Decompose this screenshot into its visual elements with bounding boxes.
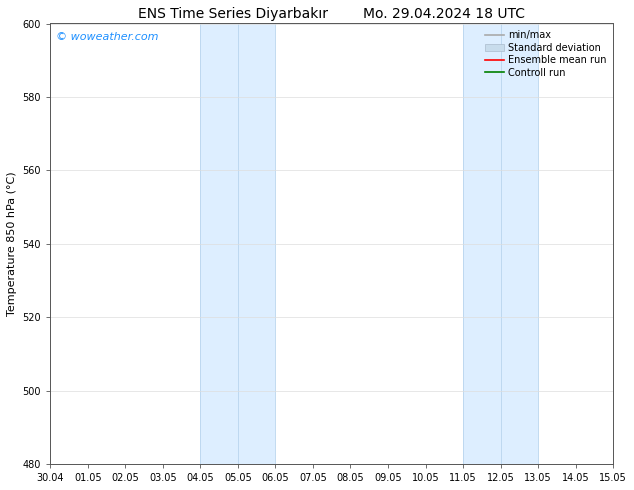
Y-axis label: Temperature 850 hPa (°C): Temperature 850 hPa (°C) <box>7 172 17 316</box>
Title: ENS Time Series Diyarbakır        Mo. 29.04.2024 18 UTC: ENS Time Series Diyarbakır Mo. 29.04.202… <box>138 7 525 21</box>
Bar <box>200 24 275 464</box>
Bar <box>463 24 538 464</box>
Legend: min/max, Standard deviation, Ensemble mean run, Controll run: min/max, Standard deviation, Ensemble me… <box>482 28 608 79</box>
Text: © woweather.com: © woweather.com <box>56 32 158 42</box>
